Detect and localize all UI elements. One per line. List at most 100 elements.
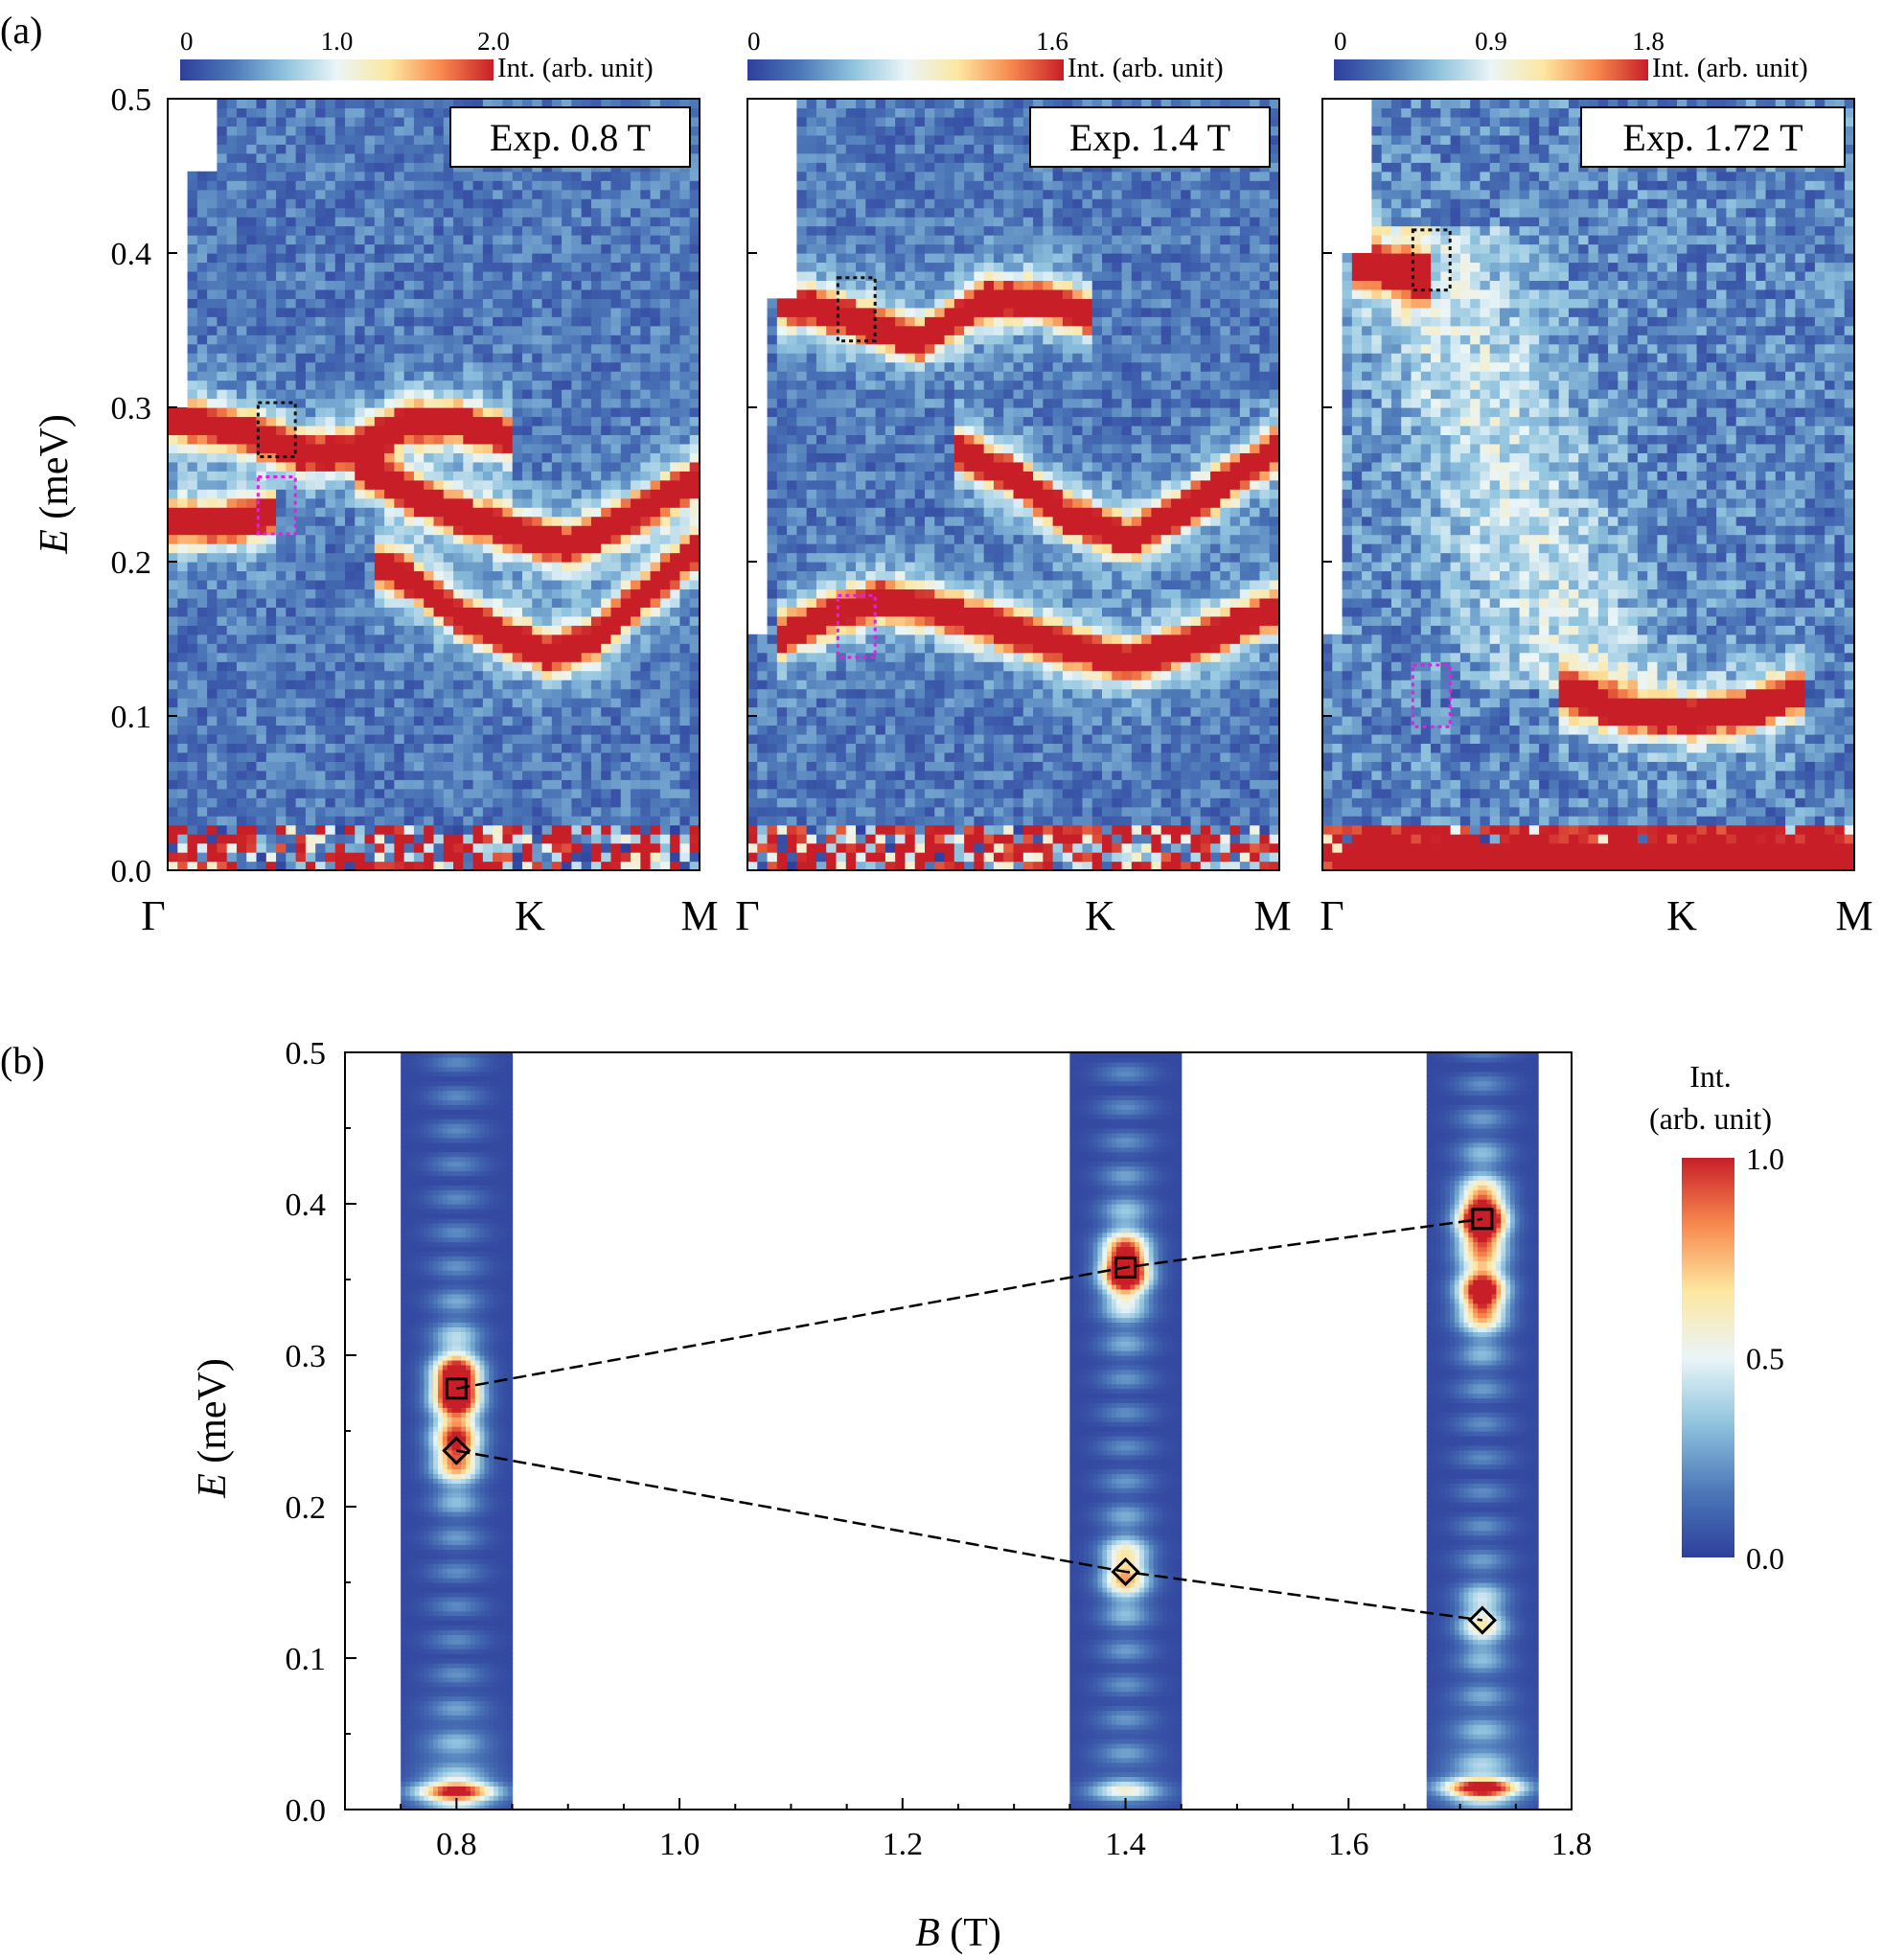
heatmap-cell: [757, 816, 769, 826]
heatmap-cell: [355, 99, 366, 109]
heatmap-cell: [1112, 834, 1123, 844]
heatmap-cell: [640, 298, 652, 309]
heatmap-cell: [364, 688, 376, 699]
heatmap-cell: [659, 361, 671, 372]
heatmap-cell: [1239, 806, 1251, 817]
heatmap-cell: [286, 680, 297, 690]
heatmap-cell: [384, 716, 395, 726]
heatmap-cell: [256, 852, 267, 863]
heatmap-cell: [650, 733, 661, 745]
heatmap-cell: [581, 579, 592, 590]
heatmap-cell: [640, 416, 652, 427]
heatmap-cell: [325, 298, 336, 309]
heatmap-cell: [384, 343, 395, 354]
heatmap-cell: [590, 198, 602, 209]
heatmap-cell: [424, 144, 435, 154]
heatmap-cell: [925, 797, 935, 808]
heatmap-cell: [374, 688, 385, 699]
heatmap-cell: [551, 770, 563, 780]
heatmap-cell: [374, 797, 385, 808]
heatmap-cell: [424, 834, 435, 844]
heatmap-cell: [236, 706, 247, 717]
heatmap-cell: [670, 625, 681, 635]
heatmap-cell: [226, 207, 238, 218]
heatmap-cell: [541, 471, 553, 481]
heatmap-cell: [463, 661, 474, 672]
heatmap-cell: [325, 461, 336, 472]
heatmap-cell: [836, 806, 847, 817]
heatmap-cell: [571, 534, 583, 544]
heatmap-cell: [631, 99, 641, 109]
heatmap-cell: [177, 452, 189, 463]
heatmap-cell: [670, 842, 681, 853]
heatmap-cell: [403, 407, 415, 418]
heatmap-cell: [196, 743, 208, 753]
heatmap-cell: [177, 824, 189, 835]
heatmap-cell: [502, 489, 514, 499]
heatmap-cell: [424, 253, 435, 264]
heatmap-cell: [659, 634, 671, 644]
heatmap-cell: [256, 652, 267, 662]
heatmap-cell: [502, 443, 514, 453]
heatmap-cell: [914, 788, 926, 798]
heatmap-cell: [246, 443, 258, 453]
heatmap-cell: [394, 761, 405, 772]
heatmap-cell: [315, 116, 327, 127]
heatmap-cell: [364, 162, 376, 173]
heatmap-cell: [631, 280, 641, 290]
heatmap-cell: [1102, 806, 1113, 817]
heatmap-cell: [433, 353, 445, 363]
heatmap-cell: [443, 824, 454, 835]
heatmap-cell: [571, 507, 583, 518]
heatmap-cell: [403, 452, 415, 463]
heatmap-cell: [631, 842, 641, 853]
heatmap-cell: [394, 243, 405, 254]
heatmap-cell: [305, 443, 316, 453]
heatmap-cell: [433, 116, 445, 127]
heatmap-cell: [246, 834, 258, 844]
heatmap-cell: [424, 797, 435, 808]
heatmap-cell: [541, 570, 553, 581]
heatmap-cell: [964, 824, 975, 835]
heatmap-cell: [670, 489, 681, 499]
heatmap-cell: [325, 207, 336, 218]
heatmap-cell: [689, 861, 700, 871]
heatmap-cell: [463, 861, 474, 871]
heatmap-cell: [522, 171, 533, 181]
heatmap-cell: [325, 507, 336, 518]
heatmap-cell: [276, 334, 287, 345]
heatmap-cell: [207, 816, 218, 826]
heatmap-cell: [1082, 797, 1093, 808]
heatmap-cell: [689, 152, 700, 163]
heatmap-cell: [187, 479, 198, 490]
heatmap-cell: [601, 698, 612, 708]
heatmap-cell: [403, 434, 415, 445]
heatmap-cell: [384, 389, 395, 400]
heatmap-cell: [679, 751, 691, 762]
heatmap-cell: [374, 298, 385, 309]
heatmap-cell: [413, 416, 425, 427]
heatmap-cell: [1151, 852, 1162, 863]
heatmap-cell: [196, 288, 208, 299]
heatmap-cell: [276, 562, 287, 572]
heatmap-cell: [493, 489, 504, 499]
heatmap-cell: [236, 434, 247, 445]
heatmap-cell: [424, 353, 435, 363]
heatmap-cell: [394, 207, 405, 218]
heatmap-cell: [541, 307, 553, 317]
heatmap-cell: [443, 680, 454, 690]
heatmap-cell: [482, 643, 494, 654]
heatmap-cell: [482, 343, 494, 354]
heatmap-cell: [512, 99, 523, 109]
heatmap-cell: [355, 380, 366, 390]
heatmap-cell: [472, 625, 484, 635]
heatmap-cell: [1210, 816, 1221, 826]
heatmap-cell: [884, 852, 896, 863]
heatmap-cell: [226, 588, 238, 599]
heatmap-cell: [177, 425, 189, 436]
heatmap-cell: [620, 615, 631, 626]
heatmap-cell: [620, 661, 631, 672]
heatmap-cell: [610, 770, 622, 780]
heatmap-cell: [502, 307, 514, 317]
heatmap-cell: [413, 479, 425, 490]
